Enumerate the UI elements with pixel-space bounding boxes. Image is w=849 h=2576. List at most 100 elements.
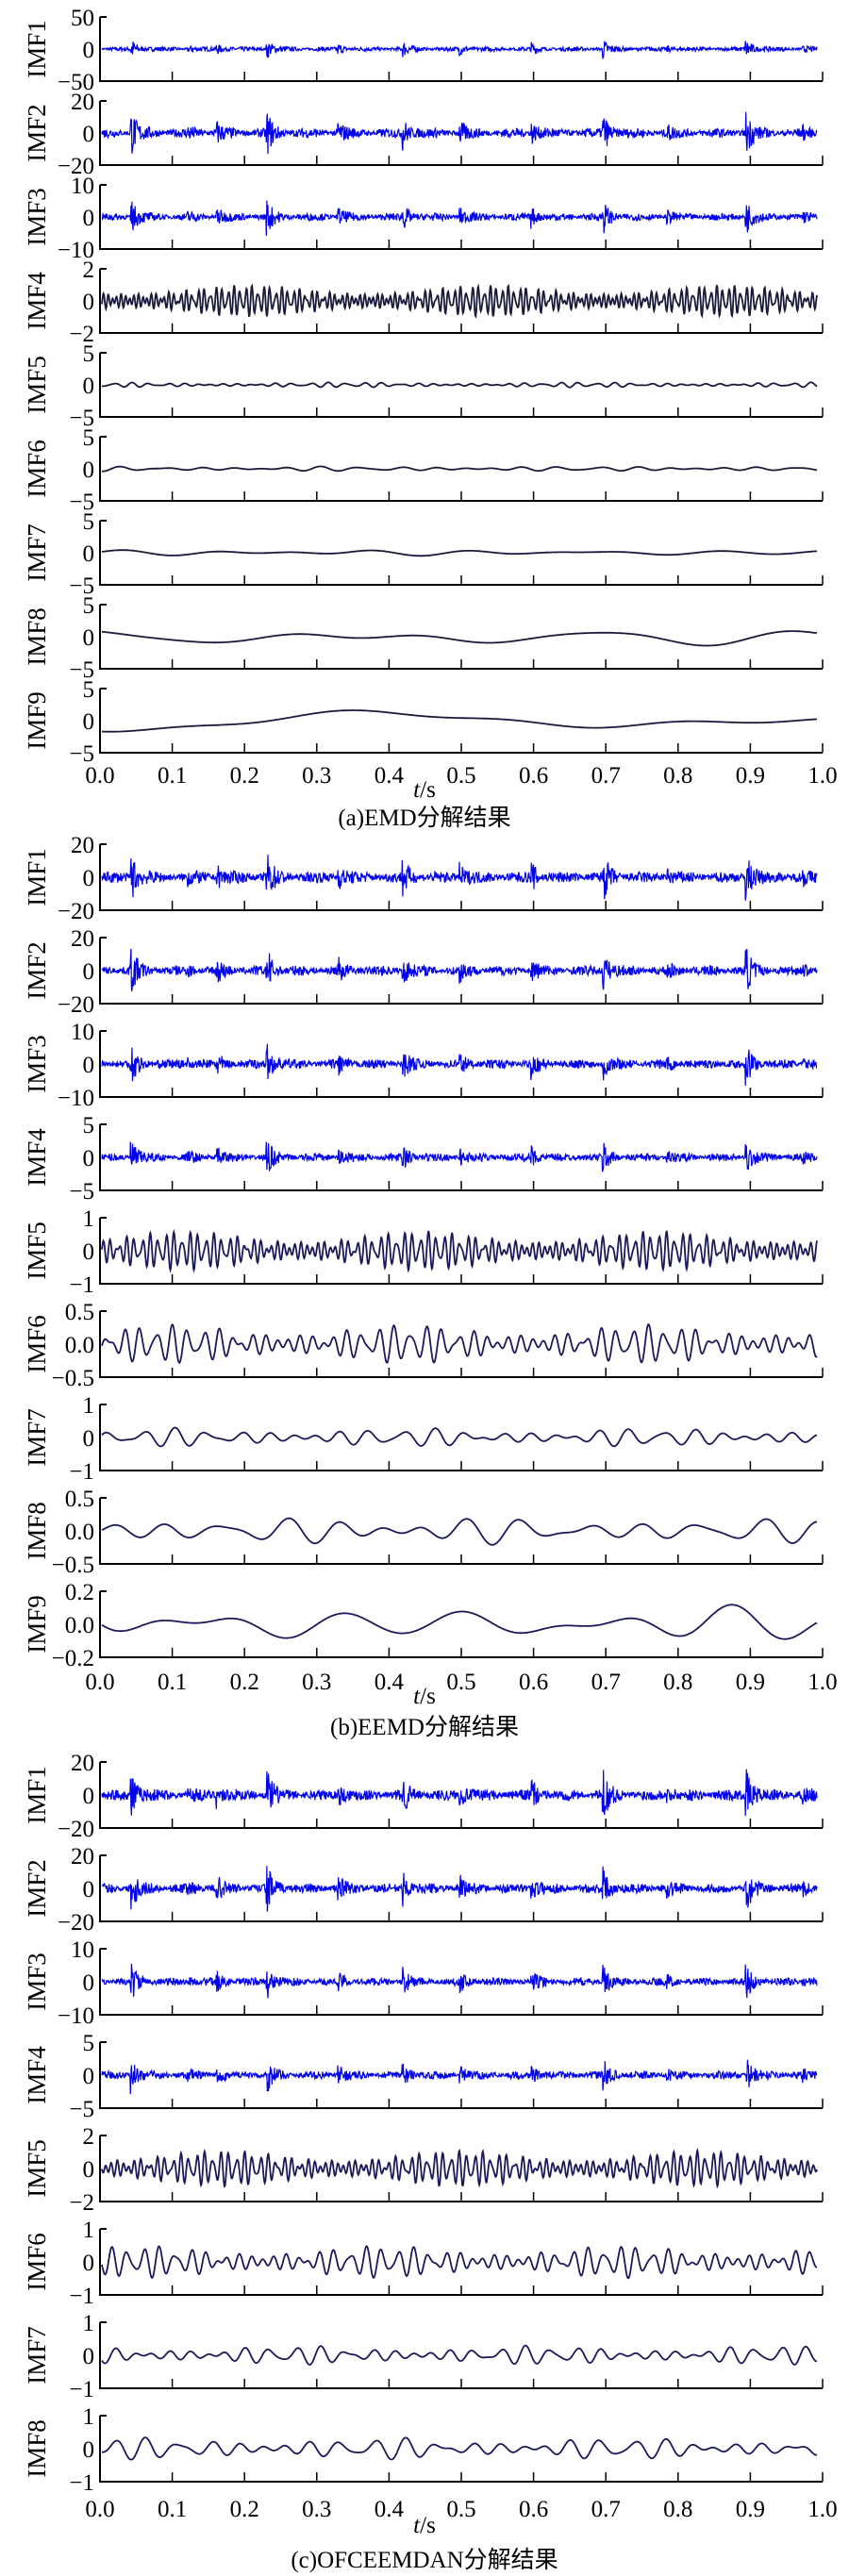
y-tick-label: 0 <box>83 1784 95 1809</box>
subplot-imf1: 50 0 −50 IMF1 <box>23 6 824 95</box>
series-line-imf3 <box>101 1043 818 1087</box>
x-tick-label: 0.9 <box>736 1670 765 1695</box>
y-tick-label: 0 <box>83 2437 95 2463</box>
y-axis-label: IMF3 <box>23 1035 51 1093</box>
series-line-imf2 <box>101 948 818 992</box>
y-tick-label: 10 <box>71 174 94 199</box>
y-tick-label: 0 <box>83 206 95 231</box>
y-tick-label: 0 <box>83 1426 95 1452</box>
x-tick-label: 0.9 <box>736 763 765 789</box>
y-tick-label: 1 <box>83 1393 95 1419</box>
caption-c: (c)OFCEEMDAN分解结果 <box>291 2548 558 2573</box>
y-tick-label: 0 <box>83 1146 95 1172</box>
x-tick-label: 0.6 <box>519 1670 548 1695</box>
x-tick-label: 0.2 <box>230 763 259 789</box>
series-line-imf5 <box>101 381 818 389</box>
y-tick-label: −2 <box>69 2190 94 2216</box>
y-axis-label: IMF6 <box>23 2233 51 2291</box>
y-tick-label: −10 <box>58 1086 94 1111</box>
x-tick-label: 0.9 <box>736 2497 765 2522</box>
y-tick-label: 5 <box>83 509 95 535</box>
y-tick-label: 0 <box>83 122 95 147</box>
y-tick-label: 0 <box>83 709 95 735</box>
x-tick-label: 0.0 <box>85 763 114 789</box>
y-tick-label: 0 <box>83 290 95 315</box>
y-tick-label: 0 <box>83 2064 95 2089</box>
y-tick-label: 0.0 <box>65 1520 94 1545</box>
x-tick-label: 0.3 <box>302 2497 331 2522</box>
subplot-imf2: 20 0 −20 IMF2 <box>23 90 824 179</box>
y-tick-label: −5 <box>69 741 94 767</box>
x-tick-label: 0.4 <box>375 1670 405 1695</box>
series-line-imf8 <box>102 630 818 647</box>
subplot-imf7: 1 0 −1 IMF7 <box>23 1393 824 1485</box>
y-tick-label: 0 <box>83 2344 95 2369</box>
subplot-imf1: 20 0 −20 IMF1 <box>23 833 824 924</box>
x-tick-label: 0.3 <box>302 1670 331 1695</box>
series-line-imf2 <box>101 1866 818 1912</box>
series-line-imf4 <box>101 2059 818 2095</box>
y-tick-label: 5 <box>83 677 95 703</box>
y-tick-label: 0 <box>83 374 95 399</box>
subplot-imf3: 10 0 −10 IMF3 <box>23 1937 824 2029</box>
series-line-imf9 <box>101 1604 818 1640</box>
subplot-imf8: 5 0 −5 IMF8 <box>23 593 824 683</box>
axis-frame <box>99 2416 823 2483</box>
series-line-imf5 <box>101 2147 818 2189</box>
series-line-imf9 <box>102 709 817 733</box>
y-axis-label: IMF5 <box>23 2139 51 2198</box>
y-tick-label: 20 <box>71 1751 94 1776</box>
series-line-imf3 <box>101 1963 818 1999</box>
series-line-imf4 <box>101 1141 818 1172</box>
y-tick-label: 50 <box>71 6 94 31</box>
axis-frame <box>99 17 823 82</box>
x-tick-label: 0.5 <box>446 1670 475 1695</box>
subplot-imf9: 5 0 −5 IMF9 <box>23 677 824 767</box>
axis-frame <box>99 689 823 754</box>
y-tick-label: −1 <box>69 2470 94 2496</box>
y-tick-label: 0.0 <box>65 1613 94 1638</box>
x-tick-label: 0.0 <box>85 2497 114 2522</box>
y-tick-label: −5 <box>69 2097 94 2122</box>
axis-frame <box>99 101 823 166</box>
series-line-imf5 <box>101 1228 818 1273</box>
x-tick-label: 0.4 <box>375 763 405 789</box>
y-axis-label: IMF9 <box>23 1595 51 1654</box>
y-tick-label: 20 <box>71 1844 94 1870</box>
y-tick-label: 1 <box>83 2311 95 2336</box>
series-line-imf7 <box>101 2344 818 2366</box>
y-tick-label: 0 <box>83 541 95 567</box>
x-tick-label: 0.1 <box>158 1670 187 1695</box>
y-tick-label: −1 <box>69 2377 94 2402</box>
x-tick-label: 0.6 <box>519 763 548 789</box>
axis-frame <box>99 938 823 1005</box>
axis-frame <box>99 1404 823 1471</box>
y-axis-label: IMF5 <box>23 1222 51 1280</box>
y-axis-label: IMF7 <box>23 1408 51 1467</box>
y-tick-label: 5 <box>83 425 95 451</box>
subplot-imf5: 5 0 −5 IMF5 <box>23 341 824 431</box>
y-tick-label: −5 <box>69 406 94 431</box>
axis-frame <box>99 1855 823 1922</box>
panel-c: 200−20IMF1200−20IMF2100−10IMF350−5IMF420… <box>23 1751 838 2522</box>
axis-frame <box>99 1949 823 2016</box>
subplot-imf8: 1 0 −1 IMF8 <box>23 2404 824 2496</box>
y-tick-label: −10 <box>58 2003 94 2029</box>
x-tick-label: 0.8 <box>663 2497 692 2522</box>
subplot-imf4: 2 0 −2 IMF4 <box>23 258 824 347</box>
y-tick-label: 5 <box>83 1113 95 1138</box>
y-tick-label: −0.2 <box>52 1646 94 1671</box>
y-tick-label: 0 <box>83 1053 95 1078</box>
axis-frame <box>99 2229 823 2296</box>
subplot-imf4: 5 0 −5 IMF4 <box>23 1113 824 1205</box>
x-tick-label: 1.0 <box>807 1670 837 1695</box>
subplot-imf3: 10 0 −10 IMF3 <box>23 1020 824 1111</box>
y-tick-label: 5 <box>83 2031 95 2056</box>
y-tick-label: −5 <box>69 1179 94 1205</box>
axis-frame <box>99 1591 823 1658</box>
y-axis-label: IMF3 <box>23 188 51 246</box>
axis-frame <box>99 1124 823 1191</box>
y-axis-label: IMF7 <box>23 2326 51 2385</box>
